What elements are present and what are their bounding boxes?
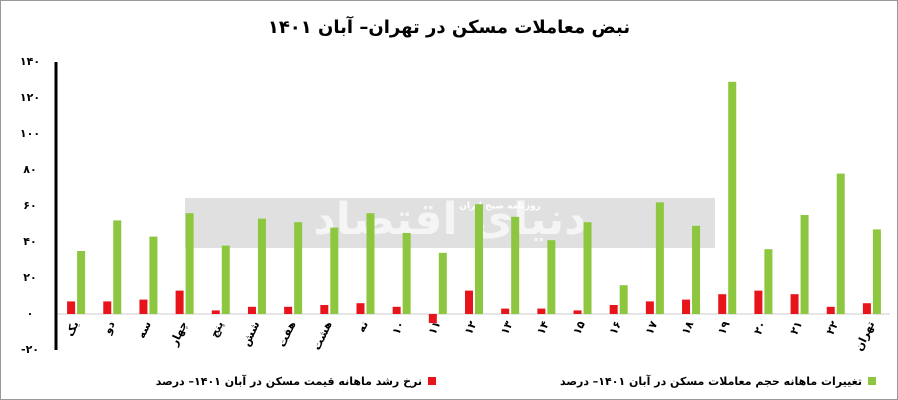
x-tick-label: ۱۶ — [607, 319, 624, 337]
y-tick-label: ۱۲۰ — [20, 91, 40, 104]
x-tick-label: ۱۷ — [643, 319, 661, 337]
chart-title: نبض معاملات مسکن در تهران– آبان ۱۴۰۱ — [268, 15, 630, 38]
y-tick-label: ۱۰۰ — [20, 127, 40, 140]
bar — [645, 301, 654, 314]
bar — [247, 306, 256, 314]
bar — [790, 294, 799, 314]
bar — [356, 303, 365, 314]
bar — [294, 222, 303, 314]
x-tick-label: نه — [355, 319, 371, 334]
bar — [113, 220, 122, 314]
bar — [139, 299, 148, 314]
bar — [438, 252, 447, 314]
bar — [573, 310, 582, 314]
x-tick-label: پنج — [207, 319, 226, 340]
x-tick-label: ۱۰ — [390, 319, 407, 337]
bar — [428, 314, 437, 323]
bar — [149, 236, 158, 314]
bar — [764, 249, 773, 314]
bar — [728, 81, 737, 314]
bar — [537, 308, 546, 314]
bar — [836, 173, 845, 314]
x-tick-label: دو — [100, 319, 118, 337]
bar — [67, 301, 76, 314]
legend-swatch — [428, 377, 436, 385]
legend-label: تغییرات ماهانه حجم معاملات مسکن در آبان … — [560, 374, 862, 388]
bar — [655, 202, 664, 314]
y-tick-label: ۲۰ — [23, 271, 36, 284]
bar — [501, 308, 510, 314]
x-tick-label: ۱۹ — [715, 319, 733, 337]
bar — [682, 299, 691, 314]
bar — [547, 240, 556, 314]
legend-swatch — [868, 377, 876, 385]
y-tick-label: -۲۰ — [21, 343, 39, 356]
x-tick-label: ۱۸ — [679, 319, 697, 337]
bar — [619, 285, 628, 314]
bar — [511, 216, 520, 314]
bar — [103, 301, 112, 314]
x-tick-label: ۱۱ — [426, 319, 443, 337]
bar — [718, 294, 727, 314]
bar — [330, 227, 339, 314]
bar — [77, 251, 86, 314]
bar — [221, 245, 230, 314]
bar — [284, 306, 293, 314]
bar — [862, 303, 871, 314]
bar — [402, 233, 411, 314]
y-tick-label: ۶۰ — [23, 199, 36, 212]
y-tick-label: ۰ — [27, 307, 34, 320]
y-tick-label: ۱۴۰ — [20, 55, 40, 68]
x-tick-label: یک — [63, 319, 81, 338]
bar — [175, 290, 184, 314]
y-tick-label: ۸۰ — [23, 163, 36, 176]
y-tick-label: ۴۰ — [23, 235, 36, 248]
watermark-band — [185, 198, 715, 248]
bar — [257, 218, 266, 314]
x-tick-label: ۲۱ — [788, 319, 805, 337]
bar — [211, 310, 220, 314]
watermark-sub: روزنامه صبح ایران — [459, 202, 541, 212]
legend-label: نرخ رشد ماهانه قیمت مسکن در آبان ۱۴۰۱– د… — [156, 374, 422, 388]
bar — [320, 305, 329, 314]
bar — [826, 306, 835, 314]
bar — [800, 215, 809, 314]
x-tick-label: ۱۳ — [498, 319, 516, 337]
x-tick-label: ۱۲ — [462, 319, 480, 337]
x-tick-label: ۲۰ — [751, 319, 768, 337]
x-tick-label: ۱۵ — [570, 319, 588, 337]
x-tick-label: ۱۴ — [534, 319, 552, 337]
bar — [392, 306, 401, 314]
bar — [583, 222, 592, 314]
watermark: دنیای اقتصاد — [313, 194, 587, 245]
bar — [754, 290, 763, 314]
bar — [609, 305, 618, 314]
bar — [465, 290, 473, 314]
bar — [692, 225, 701, 314]
bar — [475, 204, 483, 314]
bar — [185, 213, 194, 314]
bar — [366, 213, 375, 314]
bar — [872, 229, 881, 314]
x-tick-label: ۲۲ — [824, 319, 842, 337]
